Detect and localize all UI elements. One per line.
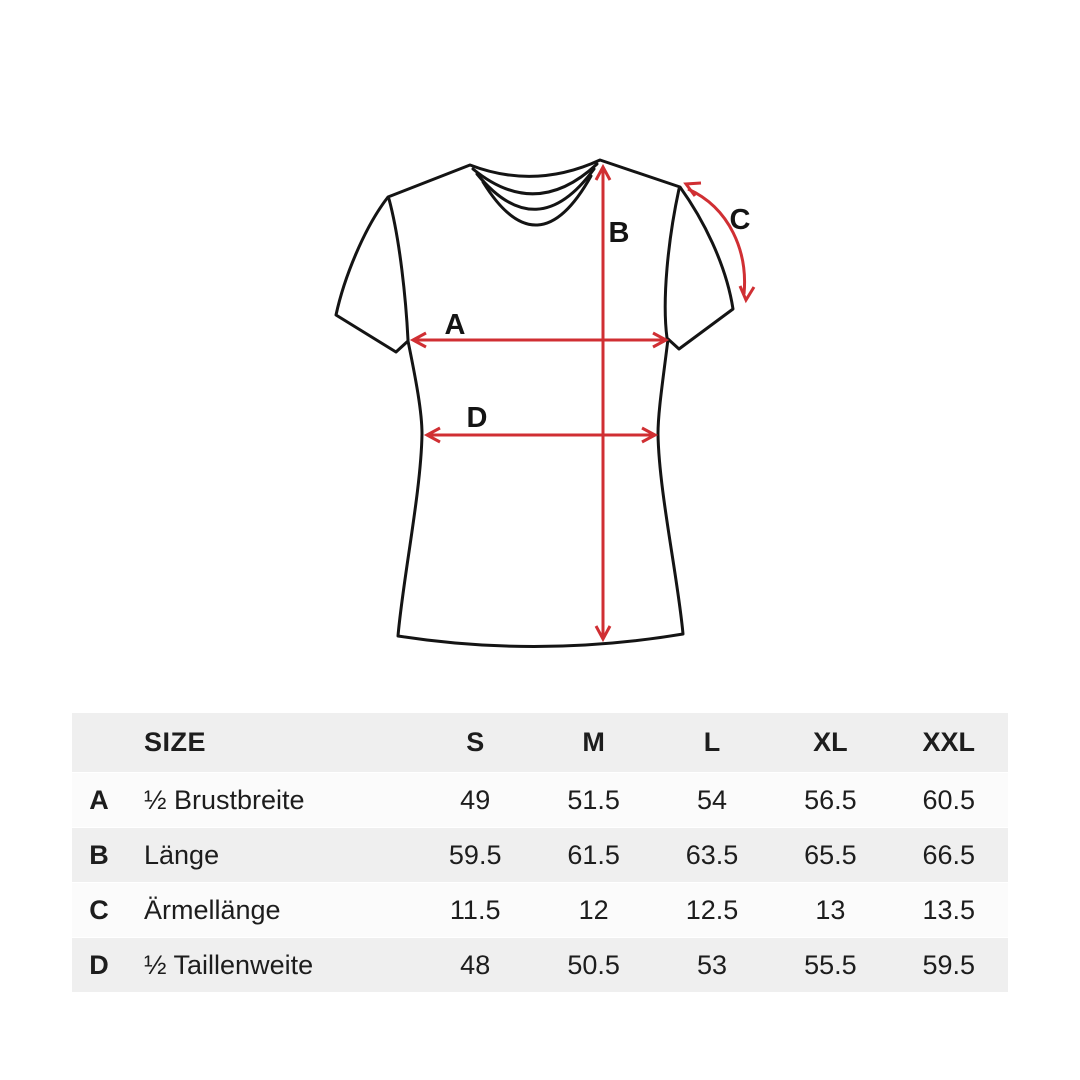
row-value: 61.5 [567,839,620,870]
row-value: 55.5 [804,949,857,980]
row-value: 49 [460,784,491,815]
measure-label-a: A [445,309,466,341]
row-value: 12.5 [685,894,739,925]
row-value: 65.5 [804,839,857,870]
row-value: 56.5 [804,784,857,815]
tshirt-measurement-diagram: A B C D [334,158,756,649]
row-measure-name: Ärmellänge [144,894,281,925]
row-value: 50.5 [567,949,620,980]
row-value: 13 [815,894,846,925]
arrow-d-head-right [641,426,659,444]
size-table: SIZE S M L XL XXL A ½ Brustbreite 49 51.… [72,713,1008,992]
row-value: 51.5 [567,784,620,815]
measure-label-c: C [730,204,751,236]
arrow-c-shaft [687,187,747,295]
row-value: 11.5 [449,894,501,925]
size-table-header-row: SIZE S M L XL XXL [72,713,1008,772]
arrow-b-head-top [594,163,612,181]
row-value: 13.5 [922,894,976,925]
left-armhole-seam [387,197,410,342]
row-value: 60.5 [922,784,976,815]
header-size-label: SIZE [144,727,207,757]
tshirt-outline-group [334,158,735,649]
row-value: 48 [460,949,491,980]
arrow-b-head-bottom [594,625,612,643]
arrow-a-head-right [652,331,670,349]
row-value: 59.5 [922,949,976,980]
table-row-b: B Länge 59.5 61.5 63.5 65.5 66.5 [72,828,1008,882]
table-row-c: C Ärmellänge 11.5 12 12.5 13 13.5 [72,883,1008,937]
right-armhole-seam [663,187,681,340]
table-row-d: D ½ Taillenweite 48 50.5 53 55.5 59.5 [72,938,1008,992]
row-measure-name: ½ Brustbreite [144,784,305,815]
row-value: 59.5 [448,839,502,870]
header-col-s: S [466,727,485,757]
collar-line-2 [475,167,596,211]
measure-label-d: D [467,402,488,434]
row-value: 63.5 [685,839,739,870]
row-letter: C [89,894,109,925]
row-value: 54 [696,784,728,815]
header-col-l: L [703,727,721,757]
row-value: 53 [696,949,728,980]
row-value: 12 [578,894,609,925]
measurement-arrows [409,163,756,643]
arrow-c-head-bottom [738,285,756,304]
header-col-xxl: XXL [922,727,976,757]
arrow-d-head-left [423,426,441,444]
row-measure-name: ½ Taillenweite [144,949,314,980]
row-letter: D [89,949,109,980]
collar-line-1 [471,162,599,196]
collar-line-3 [481,174,593,227]
row-letter: B [89,839,109,870]
measure-label-b: B [609,217,630,249]
arrow-c-head-top [683,181,702,197]
table-row-a: A ½ Brustbreite 49 51.5 54 56.5 60.5 [72,773,1008,827]
header-col-xl: XL [813,727,848,757]
row-measure-name: Länge [144,839,220,870]
header-col-m: M [582,727,605,757]
tshirt-body-outline [334,158,735,649]
arrow-a-head-left [409,331,427,349]
row-letter: A [89,784,109,815]
row-value: 66.5 [922,839,976,870]
